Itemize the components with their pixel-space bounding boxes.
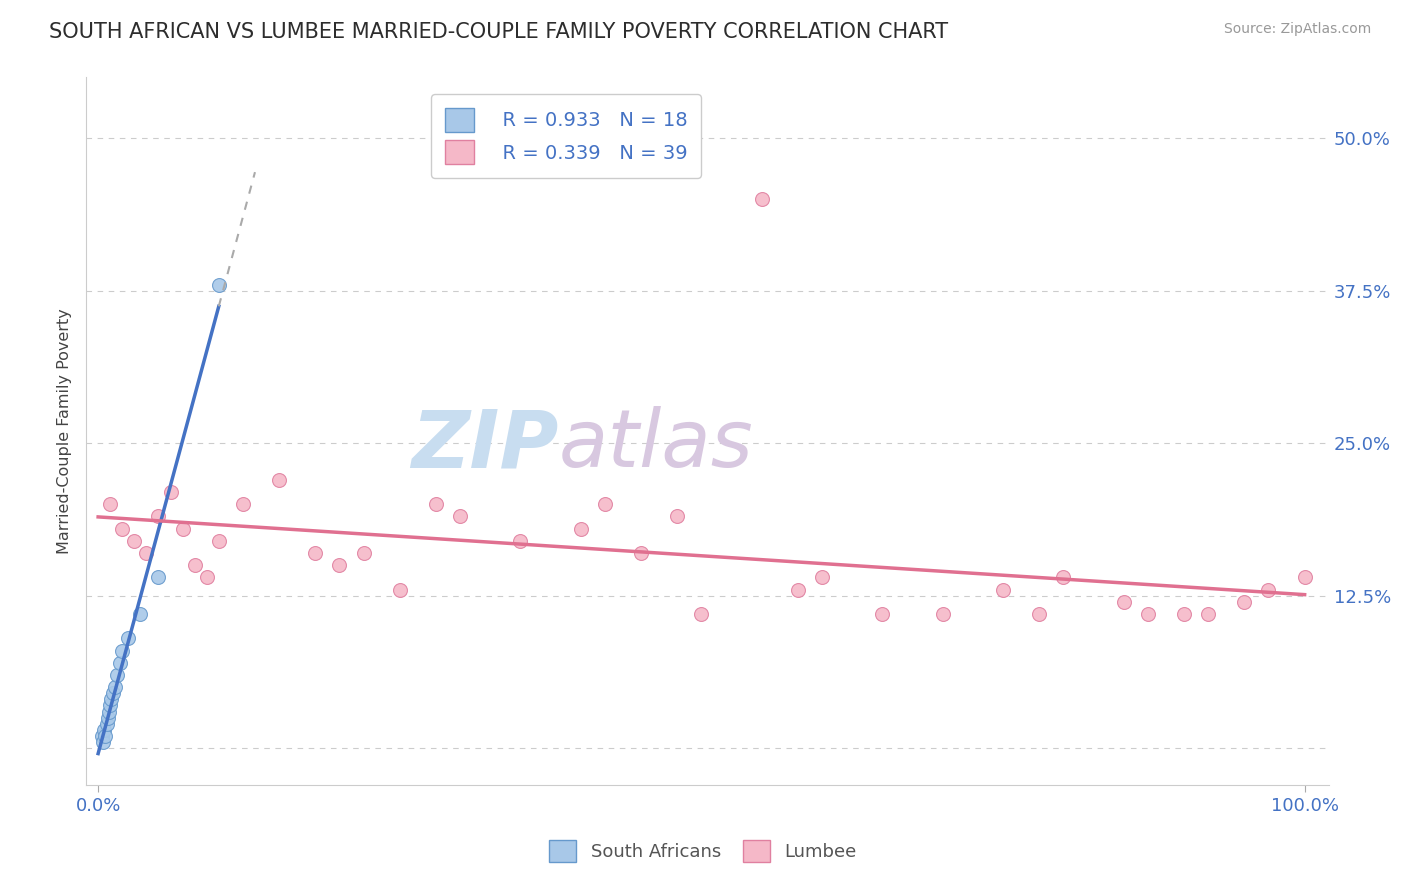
Point <box>111 522 134 536</box>
Point <box>328 558 350 573</box>
Point <box>135 546 157 560</box>
Point <box>111 643 134 657</box>
Point <box>98 698 121 713</box>
Point <box>208 277 231 292</box>
Point <box>353 546 375 560</box>
Point <box>124 533 146 548</box>
Point <box>593 497 616 511</box>
Point <box>97 711 120 725</box>
Point <box>159 485 181 500</box>
Text: ZIP: ZIP <box>411 406 558 484</box>
Point <box>148 509 170 524</box>
Point <box>148 570 170 584</box>
Text: atlas: atlas <box>558 406 754 484</box>
Text: SOUTH AFRICAN VS LUMBEE MARRIED-COUPLE FAMILY POVERTY CORRELATION CHART: SOUTH AFRICAN VS LUMBEE MARRIED-COUPLE F… <box>49 22 948 42</box>
Point <box>94 729 117 743</box>
Point <box>232 497 254 511</box>
Point <box>991 582 1014 597</box>
Legend:   R = 0.933   N = 18,   R = 0.339   N = 39: R = 0.933 N = 18, R = 0.339 N = 39 <box>432 95 700 178</box>
Point <box>172 522 194 536</box>
Point <box>129 607 152 621</box>
Point <box>872 607 894 621</box>
Point <box>1294 570 1316 584</box>
Point <box>690 607 713 621</box>
Point <box>786 582 808 597</box>
Point <box>208 533 231 548</box>
Point <box>117 632 139 646</box>
Point <box>509 533 531 548</box>
Point <box>425 497 447 511</box>
Point <box>98 705 121 719</box>
Point <box>269 473 291 487</box>
Point <box>183 558 205 573</box>
Point <box>98 497 121 511</box>
Point <box>931 607 953 621</box>
Y-axis label: Married-Couple Family Poverty: Married-Couple Family Poverty <box>58 309 72 554</box>
Point <box>1112 595 1135 609</box>
Legend: South Africans, Lumbee: South Africans, Lumbee <box>543 833 863 870</box>
Point <box>1028 607 1050 621</box>
Point <box>751 193 773 207</box>
Point <box>93 723 115 737</box>
Point <box>449 509 471 524</box>
Point <box>630 546 652 560</box>
Point <box>104 680 127 694</box>
Point <box>96 716 118 731</box>
Point <box>569 522 592 536</box>
Point <box>1197 607 1219 621</box>
Point <box>1052 570 1074 584</box>
Point <box>1257 582 1279 597</box>
Point <box>1173 607 1195 621</box>
Point <box>195 570 218 584</box>
Point <box>107 668 129 682</box>
Point <box>388 582 411 597</box>
Point <box>91 735 114 749</box>
Point <box>811 570 834 584</box>
Point <box>1233 595 1256 609</box>
Point <box>1136 607 1159 621</box>
Text: Source: ZipAtlas.com: Source: ZipAtlas.com <box>1223 22 1371 37</box>
Point <box>101 686 124 700</box>
Point <box>304 546 326 560</box>
Point <box>100 692 122 706</box>
Point <box>108 656 131 670</box>
Point <box>90 729 112 743</box>
Point <box>666 509 689 524</box>
